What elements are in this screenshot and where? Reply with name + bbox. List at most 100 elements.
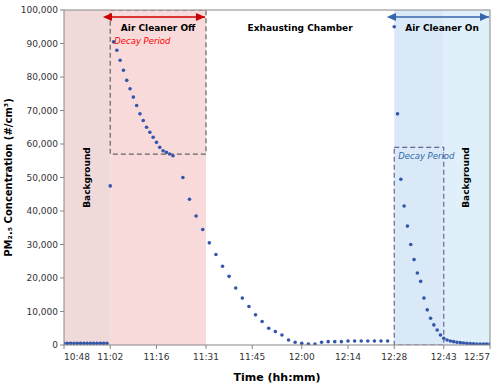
point <box>458 341 462 345</box>
point <box>435 328 439 332</box>
point <box>455 341 459 345</box>
point <box>373 339 377 343</box>
plot-area <box>64 10 490 345</box>
region-label: Background <box>82 147 92 208</box>
point <box>118 58 122 62</box>
point <box>227 275 231 279</box>
x-tick-label: 11:02 <box>97 352 123 362</box>
point <box>392 25 396 29</box>
point <box>462 341 466 345</box>
point <box>452 340 456 344</box>
point <box>201 228 205 232</box>
point <box>128 87 132 91</box>
plot-frame <box>64 10 490 345</box>
y-tick-label: 10,000 <box>27 307 59 317</box>
point <box>465 342 469 345</box>
point <box>194 214 198 218</box>
x-tick-label: 11:16 <box>143 352 169 362</box>
section-label: Air Cleaner Off <box>121 23 196 33</box>
x-tick <box>394 345 395 349</box>
x-tick <box>206 345 207 349</box>
point <box>346 339 350 343</box>
x-tick-label: 10:48 <box>64 352 90 362</box>
point <box>409 243 413 247</box>
point <box>168 152 172 156</box>
point <box>122 69 126 73</box>
y-tick <box>60 244 64 245</box>
point <box>105 342 109 345</box>
x-tick <box>64 345 65 349</box>
point <box>274 330 278 334</box>
decay-label: Decay Period <box>398 151 455 161</box>
point <box>95 342 99 345</box>
point <box>241 296 245 300</box>
point <box>234 286 238 290</box>
point <box>138 112 142 116</box>
point <box>429 316 433 320</box>
y-tick-label: 100,000 <box>21 5 58 15</box>
point <box>155 141 159 145</box>
point <box>399 177 403 181</box>
y-tick-label: 20,000 <box>27 273 59 283</box>
x-tick <box>156 345 157 349</box>
y-tick <box>60 345 64 346</box>
y-tick-label: 90,000 <box>27 39 59 49</box>
point <box>419 280 423 284</box>
y-tick-label: 70,000 <box>27 106 59 116</box>
point <box>75 342 79 345</box>
point <box>188 197 192 201</box>
y-axis-label: PM₂.₅ Concentration (#/cm³) <box>3 98 14 257</box>
region <box>110 10 206 345</box>
point <box>135 104 139 108</box>
y-tick <box>60 43 64 44</box>
y-tick <box>60 77 64 78</box>
point <box>402 204 406 208</box>
y-tick <box>60 311 64 312</box>
region <box>64 10 110 345</box>
decay-box <box>394 147 444 345</box>
chart-container: 010,00020,00030,00040,00050,00060,00070,… <box>0 0 500 387</box>
point <box>386 339 390 343</box>
y-tick-label: 60,000 <box>27 139 59 149</box>
x-tick-label: 12:43 <box>431 352 457 362</box>
x-axis-label: Time (hh:mm) <box>233 371 320 384</box>
point <box>293 341 297 345</box>
point <box>165 151 169 155</box>
point <box>340 340 344 344</box>
point <box>300 342 304 345</box>
point <box>333 340 337 344</box>
x-tick <box>301 345 302 349</box>
point <box>132 95 136 99</box>
point <box>208 241 212 245</box>
region-label: Background <box>461 147 471 208</box>
point <box>287 338 291 342</box>
point <box>145 125 149 129</box>
point <box>171 154 175 158</box>
point <box>449 339 453 343</box>
y-tick-label: 0 <box>52 340 58 350</box>
x-tick <box>252 345 253 349</box>
y-tick <box>60 10 64 11</box>
point <box>66 342 70 345</box>
region <box>444 10 490 345</box>
point <box>416 271 420 275</box>
point <box>214 253 218 257</box>
point <box>108 184 112 188</box>
point <box>439 333 443 337</box>
point <box>422 296 426 300</box>
x-tick-label: 12:00 <box>289 352 315 362</box>
point <box>359 339 363 343</box>
y-tick <box>60 211 64 212</box>
point <box>72 342 76 345</box>
point <box>151 136 155 140</box>
point <box>69 342 73 345</box>
point <box>366 339 370 343</box>
y-tick-label: 40,000 <box>27 206 59 216</box>
x-tick <box>443 345 444 349</box>
point <box>412 258 416 262</box>
point <box>442 337 446 341</box>
chart: 010,00020,00030,00040,00050,00060,00070,… <box>0 0 500 387</box>
section-label: Air Cleaner On <box>405 23 479 33</box>
point <box>125 79 129 83</box>
point <box>82 342 86 345</box>
